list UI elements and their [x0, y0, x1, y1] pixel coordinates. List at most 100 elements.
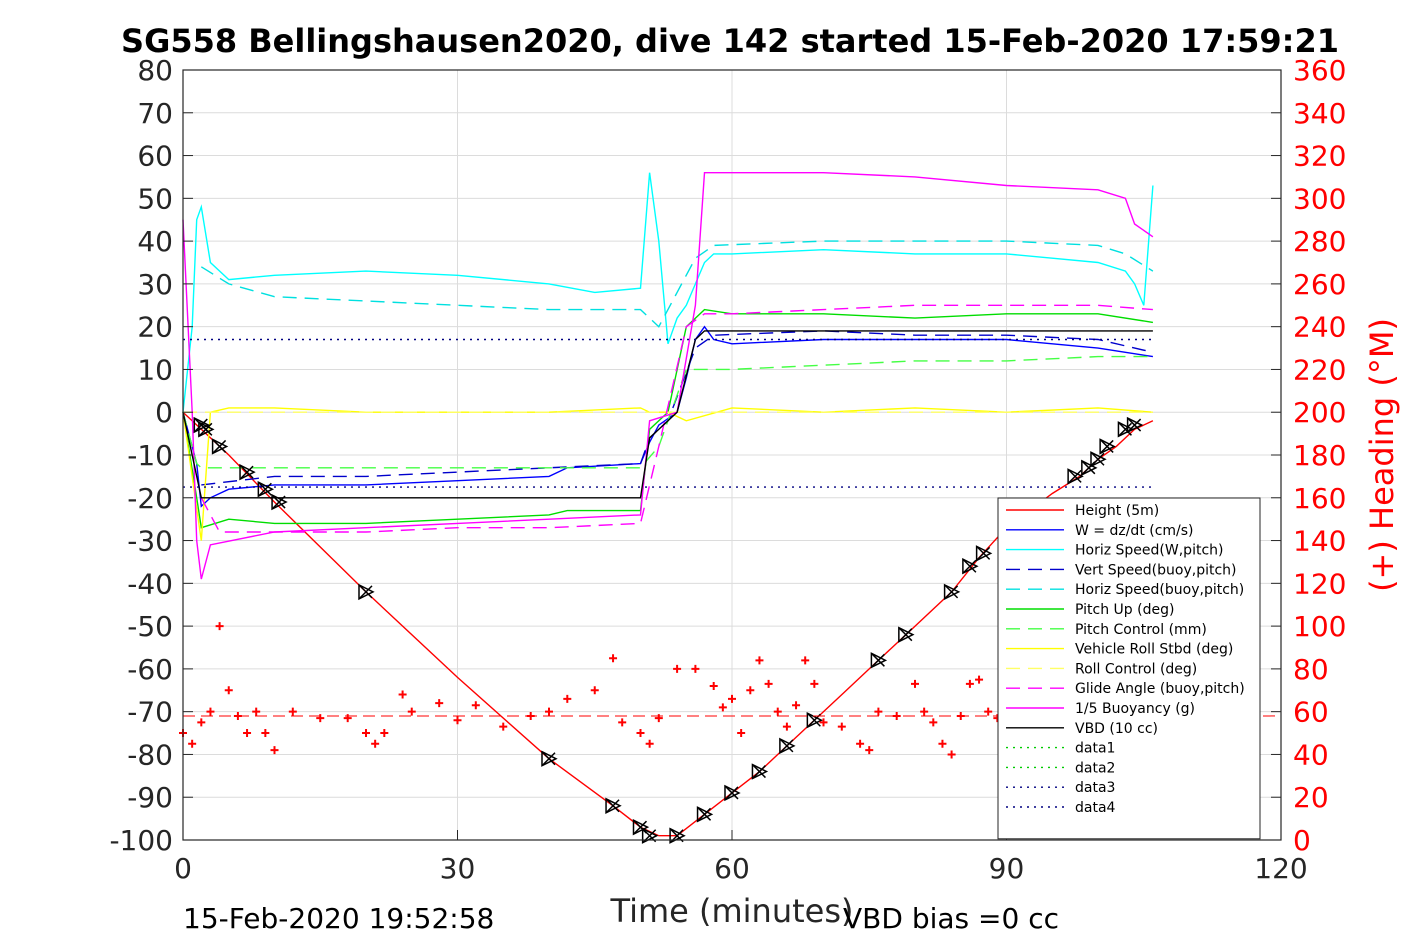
heading-point	[920, 707, 929, 716]
legend-label: Pitch Control (mm)	[1075, 622, 1207, 638]
height-marker	[211, 438, 229, 455]
height-marker-cross	[542, 752, 556, 766]
heading-point	[782, 722, 791, 731]
height-marker-triangle	[1099, 438, 1116, 455]
height-marker	[1117, 421, 1135, 438]
y-tick-label: -80	[127, 738, 173, 771]
heading-point	[215, 622, 224, 631]
height-marker	[696, 806, 714, 823]
legend: Height (5m) W = dz/dt (cm/s) Horiz Speed(W…	[997, 497, 1261, 840]
y-right-tick-label: 260	[1293, 268, 1346, 301]
heading-point	[645, 739, 654, 748]
height-marker	[724, 784, 741, 802]
heading-point	[188, 739, 197, 748]
heading-point	[929, 718, 938, 727]
heading-point	[371, 739, 380, 748]
y-right-tick-label: 340	[1293, 97, 1346, 130]
y-tick-label: -50	[127, 610, 173, 643]
y-right-tick-label: 360	[1293, 54, 1346, 87]
height-marker-triangle	[193, 416, 210, 434]
height-marker-cross	[698, 807, 712, 821]
series-line	[182, 172, 1154, 413]
legend-label: W = dz/dt (cm/s)	[1075, 523, 1194, 539]
height-marker-triangle	[632, 818, 650, 836]
height-marker	[1099, 438, 1116, 455]
height-marker-triangle	[358, 583, 375, 601]
height-marker-triangle	[271, 493, 288, 511]
footer-timestamp: 15-Feb-2020 19:52:58	[183, 902, 494, 935]
heading-point	[270, 746, 279, 755]
heading-point	[938, 739, 947, 748]
y-tick-label: 70	[137, 97, 173, 130]
heading-point	[197, 718, 206, 727]
heading-point	[984, 707, 993, 716]
heading-point	[563, 694, 572, 703]
y-right-tick-label: 60	[1293, 696, 1329, 729]
chart-title: SG558 Bellingshausen2020, dive 142 start…	[121, 22, 1339, 60]
legend-label: data2	[1075, 760, 1115, 776]
heading-point	[654, 714, 663, 723]
heading-point	[636, 729, 645, 738]
height-marker-triangle	[943, 583, 961, 601]
heading-point	[746, 686, 755, 695]
series-line	[200, 304, 1153, 533]
series-line	[200, 240, 1154, 328]
heading-point	[965, 679, 974, 688]
height-marker-triangle	[541, 750, 558, 767]
height-marker-cross	[606, 799, 620, 813]
height-marker-cross	[1128, 418, 1142, 432]
height-marker-triangle	[641, 827, 659, 844]
heading-point	[728, 694, 736, 703]
y-right-tick-label: 140	[1293, 525, 1346, 558]
heading-point	[288, 707, 297, 716]
height-marker	[541, 750, 558, 767]
legend-label: Glide Angle (buoy,pitch)	[1075, 681, 1245, 697]
height-marker-triangle	[806, 712, 824, 729]
height-marker-cross	[1068, 469, 1082, 483]
heading-point	[252, 707, 261, 716]
height-marker-triangle	[239, 463, 256, 481]
height-marker	[271, 493, 288, 511]
y-tick-label: -70	[127, 696, 173, 729]
legend-label: data4	[1075, 800, 1116, 816]
legend-label: data3	[1075, 780, 1115, 796]
heading-point	[764, 679, 773, 688]
height-marker-triangle	[724, 784, 741, 802]
heading-point	[691, 664, 700, 673]
height-marker-triangle	[962, 558, 979, 575]
height-marker-triangle	[211, 438, 229, 455]
y-tick-label: 40	[137, 225, 173, 258]
y-tick-label: -90	[127, 781, 173, 814]
height-marker-triangle	[1117, 421, 1135, 438]
y-tick-label: 30	[137, 268, 173, 301]
x-tick-label: 60	[714, 852, 750, 885]
heading-point	[947, 750, 956, 759]
height-marker-cross	[213, 439, 227, 453]
series-line	[182, 171, 1154, 580]
heading-point	[471, 701, 480, 710]
height-marker-cross	[272, 495, 286, 509]
y-right-tick-label: 220	[1293, 353, 1346, 386]
legend-label: Roll Control (deg)	[1075, 661, 1197, 677]
heading-point	[362, 729, 370, 738]
heading-point	[819, 718, 828, 727]
height-marker	[962, 558, 979, 575]
heading-point	[233, 711, 242, 720]
height-marker-triangle	[779, 737, 796, 755]
y-tick-label: 10	[137, 353, 173, 386]
height-marker	[898, 626, 915, 643]
height-marker-cross	[945, 585, 959, 599]
height-marker-triangle	[1081, 459, 1098, 477]
heading-point	[856, 739, 865, 748]
y-right-tick-label: 300	[1293, 182, 1346, 215]
height-marker-triangle	[898, 626, 915, 643]
y-tick-label: -60	[127, 653, 173, 686]
height-marker	[1090, 451, 1107, 468]
heading-point	[801, 656, 810, 665]
heading-point	[206, 707, 215, 716]
height-marker-cross	[963, 559, 977, 573]
x-tick-label: 120	[1254, 852, 1307, 885]
height-marker-cross	[199, 422, 213, 436]
height-marker	[1126, 416, 1144, 434]
heading-point	[526, 711, 535, 720]
